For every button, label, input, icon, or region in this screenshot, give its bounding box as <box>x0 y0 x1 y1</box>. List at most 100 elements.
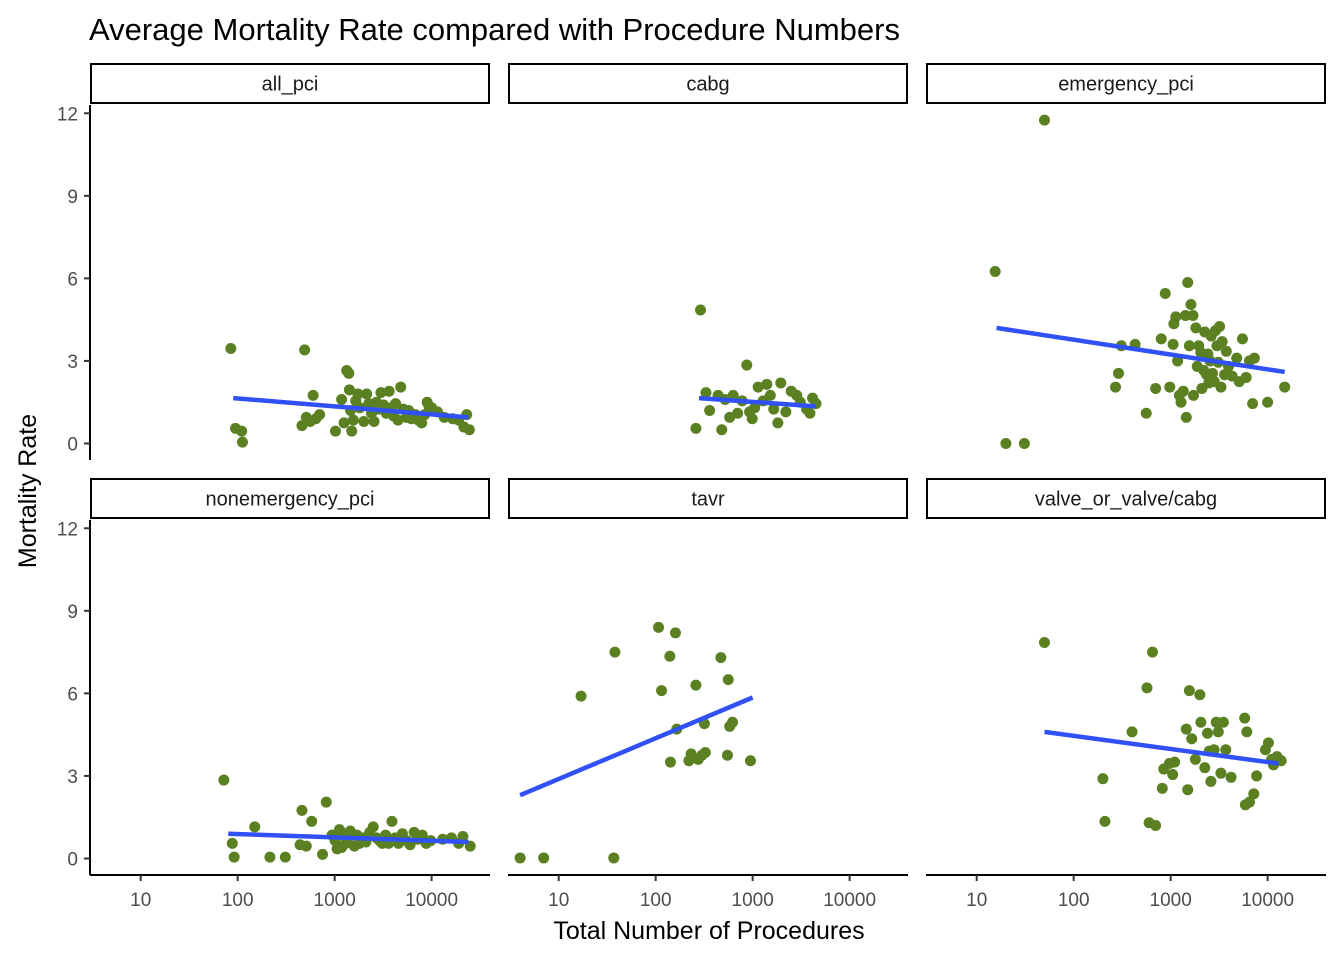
strip-label-all-pci: all_pci <box>262 74 319 96</box>
data-point <box>1156 782 1168 794</box>
data-point <box>664 756 676 768</box>
data-point <box>392 414 404 426</box>
data-point <box>1240 371 1252 383</box>
strip-label-tavr: tavr <box>691 489 725 511</box>
strip-box-all-pci <box>90 63 490 104</box>
data-point <box>768 403 780 415</box>
data-point <box>741 359 753 371</box>
trend-line <box>996 325 1286 375</box>
x-tick-label: 10000 <box>1241 890 1294 911</box>
data-point <box>338 417 350 429</box>
data-point <box>656 685 668 697</box>
trend-line <box>228 831 469 845</box>
data-point <box>1183 340 1195 352</box>
data-point <box>317 848 329 860</box>
data-point <box>1169 756 1181 768</box>
x-tick-label: 1000 <box>314 890 356 911</box>
data-point <box>653 621 665 633</box>
data-point <box>416 829 428 841</box>
x-tick-label: 100 <box>1058 890 1090 911</box>
data-point <box>347 414 359 426</box>
data-point <box>721 749 733 761</box>
data-point <box>1097 773 1109 785</box>
data-point <box>1248 788 1260 800</box>
data-point <box>1187 310 1199 322</box>
data-point <box>1140 407 1152 419</box>
y-tick-label: 3 <box>67 352 78 373</box>
data-point <box>1243 796 1255 808</box>
y-tick-label: 6 <box>67 684 78 705</box>
data-point <box>1239 712 1251 724</box>
data-point <box>1248 352 1260 364</box>
data-point <box>722 674 734 686</box>
data-point <box>358 415 370 427</box>
data-point <box>249 821 261 833</box>
data-point <box>1147 646 1159 658</box>
data-point <box>1262 396 1274 408</box>
data-point <box>320 796 332 808</box>
data-point <box>368 415 380 427</box>
strip-label-valve-or-valve-cabg: valve_or_valve/cabg <box>1035 489 1217 511</box>
data-point <box>1206 367 1218 379</box>
data-point <box>386 815 398 827</box>
strip-box-tavr <box>508 478 908 519</box>
data-point <box>1000 437 1012 449</box>
facet-panels: all_pci 0 3 6 9 12 cabg emergency_pci nonemergen… <box>57 63 1326 911</box>
panel-valve-or-valve-cabg: valve_or_valve/cabg 10 100 1000 10000 <box>926 478 1326 911</box>
data-point <box>727 716 739 728</box>
data-point <box>1180 723 1192 735</box>
data-point <box>1190 322 1202 334</box>
data-point <box>1182 277 1194 288</box>
y-tick-label: 9 <box>67 602 78 623</box>
data-point <box>463 424 475 436</box>
data-point <box>716 424 728 436</box>
x-tick-label: 100 <box>222 890 254 911</box>
strip-box-nonemergency-pci <box>90 478 490 519</box>
data-point <box>218 774 230 786</box>
data-point <box>1215 767 1227 779</box>
trend-line <box>519 695 754 798</box>
trend-line <box>698 395 817 409</box>
strip-label-emergency-pci: emergency_pci <box>1058 74 1194 96</box>
y-tick-label: 12 <box>57 519 78 540</box>
data-point <box>329 425 341 437</box>
data-point <box>1167 769 1179 781</box>
data-point <box>1195 716 1207 728</box>
data-point <box>1177 385 1189 397</box>
data-point <box>390 398 402 410</box>
data-point <box>609 646 621 658</box>
data-point <box>1170 311 1182 323</box>
data-point <box>264 851 276 863</box>
data-point <box>1167 338 1179 350</box>
data-point <box>1159 288 1171 300</box>
data-point <box>1236 333 1248 345</box>
data-point <box>306 815 318 827</box>
data-point <box>1217 716 1229 728</box>
data-point <box>343 384 355 396</box>
data-point <box>1180 411 1192 423</box>
data-point <box>416 417 428 429</box>
data-point <box>346 425 358 437</box>
data-point <box>228 851 240 863</box>
trend-line <box>233 395 469 420</box>
data-point <box>715 652 727 664</box>
data-point <box>695 304 707 316</box>
data-point <box>1187 389 1199 401</box>
data-point <box>1141 682 1153 694</box>
x-tick-label: 1000 <box>732 890 774 911</box>
y-tick-label: 3 <box>67 767 78 788</box>
data-point <box>775 377 787 389</box>
x-tick-label: 10000 <box>823 890 876 911</box>
panel-cabg: cabg <box>508 63 908 436</box>
data-point <box>296 804 308 816</box>
data-point <box>700 387 712 399</box>
x-tick-label: 100 <box>640 890 672 911</box>
data-point <box>383 385 395 397</box>
data-point <box>514 852 526 864</box>
x-tick-label: 10000 <box>405 890 458 911</box>
data-point <box>1150 819 1162 831</box>
strip-label-cabg: cabg <box>686 74 729 96</box>
data-point <box>236 436 248 448</box>
x-tick-label: 10 <box>966 890 987 911</box>
